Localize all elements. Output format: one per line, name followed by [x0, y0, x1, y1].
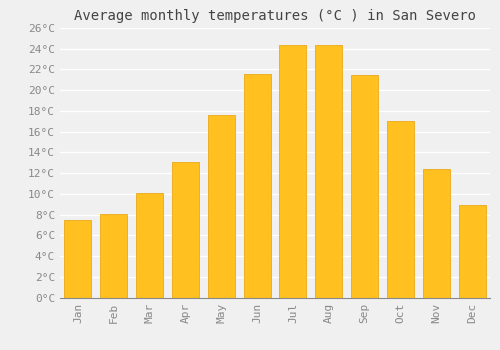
Bar — [316, 44, 342, 298]
Bar — [423, 169, 450, 298]
Bar — [244, 74, 270, 298]
Bar — [280, 44, 306, 298]
Bar — [351, 75, 378, 298]
Bar — [136, 193, 163, 298]
Bar — [64, 220, 92, 298]
Bar — [208, 115, 234, 298]
Bar — [100, 214, 127, 298]
Bar — [387, 121, 414, 298]
Bar — [172, 162, 199, 298]
Bar — [458, 205, 485, 298]
Title: Average monthly temperatures (°C ) in San Severo: Average monthly temperatures (°C ) in Sa… — [74, 9, 476, 23]
